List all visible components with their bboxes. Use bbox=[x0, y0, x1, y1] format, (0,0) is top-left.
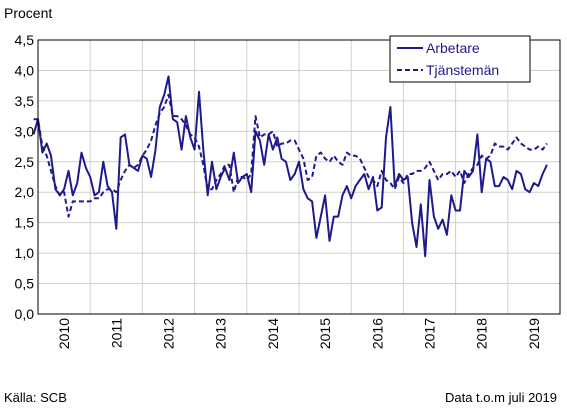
x-tick-label-2010: 2010 bbox=[56, 318, 72, 349]
plot-frame bbox=[37, 39, 561, 315]
x-tick-label-2012: 2012 bbox=[161, 318, 177, 349]
y-tick-label: 0,5 bbox=[15, 276, 35, 292]
y-tick-label: 2,0 bbox=[15, 184, 35, 200]
series-line-arbetare bbox=[32, 75, 548, 258]
x-tick-label-2017: 2017 bbox=[422, 318, 438, 349]
y-axis-label: Procent bbox=[4, 5, 53, 21]
x-tick-label-2014: 2014 bbox=[265, 318, 281, 349]
x-tick-label-2018: 2018 bbox=[474, 318, 490, 349]
y-tick-label: 2,5 bbox=[15, 154, 35, 170]
series-lines bbox=[32, 75, 548, 258]
x-tick-label-2016: 2016 bbox=[369, 318, 385, 349]
x-tick-label-2015: 2015 bbox=[317, 318, 333, 349]
y-tick-label: 3,5 bbox=[15, 93, 35, 109]
legend: Arbetare Tjänstemän bbox=[389, 35, 531, 83]
legend-label-arbetare: Arbetare bbox=[426, 40, 480, 56]
y-tick-label: 1,0 bbox=[15, 245, 35, 261]
y-tick-label: 0,0 bbox=[15, 306, 35, 322]
series-line-tjanstemann bbox=[33, 93, 548, 218]
legend-box bbox=[389, 35, 531, 83]
legend-label-tjanstemann: Tjänstemän bbox=[426, 62, 499, 78]
x-tick-label-2019: 2019 bbox=[526, 318, 542, 349]
x-tick-label-2011: 2011 bbox=[108, 318, 124, 348]
y-tick-labels: 0,0 0,5 1,0 1,5 2,0 2,5 3,0 3,5 4,0 4,5 bbox=[15, 32, 35, 322]
y-tick-label: 3,0 bbox=[15, 123, 35, 139]
data-info-note: Data t.o.m juli 2019 bbox=[444, 390, 557, 405]
y-tick-label: 4,0 bbox=[15, 62, 35, 78]
x-tick-label-2013: 2013 bbox=[213, 318, 229, 349]
y-tick-label: 1,5 bbox=[15, 215, 35, 231]
y-tick-label: 4,5 bbox=[15, 32, 35, 48]
source-note: Källa: SCB bbox=[4, 390, 67, 405]
x-tick-labels: 2010 2011 2012 2013 2014 2015 2016 2017 2018 2019 bbox=[56, 318, 542, 349]
